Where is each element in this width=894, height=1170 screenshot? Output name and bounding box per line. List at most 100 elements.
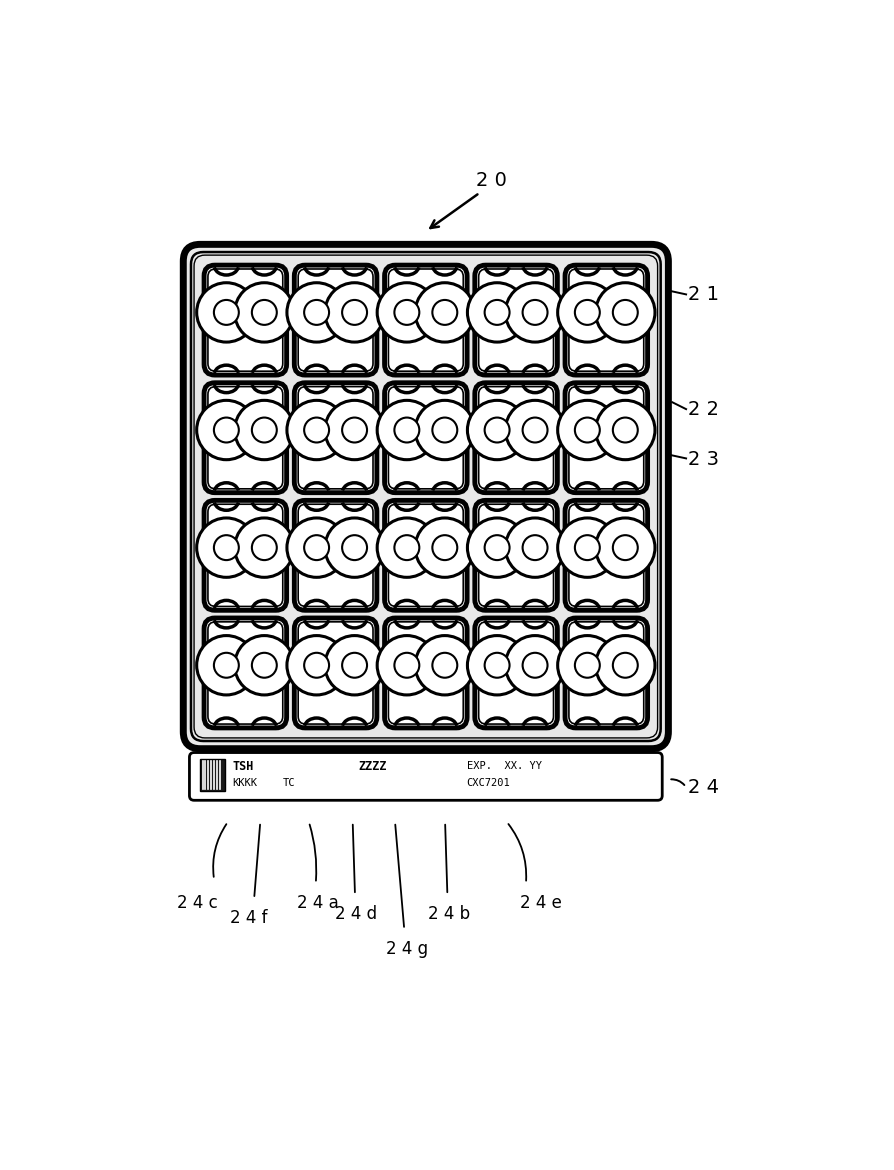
Circle shape (575, 535, 600, 560)
Circle shape (377, 635, 436, 695)
Circle shape (377, 400, 436, 460)
Circle shape (394, 535, 419, 560)
Text: 2 3: 2 3 (687, 450, 719, 469)
FancyBboxPatch shape (565, 383, 647, 493)
Circle shape (558, 518, 617, 577)
FancyBboxPatch shape (384, 266, 467, 376)
Text: 2 4 c: 2 4 c (177, 894, 217, 911)
Circle shape (523, 653, 547, 677)
Text: 2 4 d: 2 4 d (335, 906, 377, 923)
Text: 2 0: 2 0 (476, 171, 507, 190)
Circle shape (485, 418, 510, 442)
Circle shape (523, 535, 547, 560)
Circle shape (558, 400, 617, 460)
Circle shape (433, 418, 458, 442)
Circle shape (325, 518, 384, 577)
Circle shape (325, 283, 384, 342)
Circle shape (252, 535, 277, 560)
Circle shape (197, 518, 256, 577)
Circle shape (613, 300, 637, 325)
Circle shape (558, 635, 617, 695)
Circle shape (304, 653, 329, 677)
Circle shape (252, 418, 277, 442)
FancyBboxPatch shape (565, 618, 647, 728)
FancyBboxPatch shape (475, 618, 557, 728)
FancyBboxPatch shape (204, 383, 287, 493)
Circle shape (433, 653, 458, 677)
Circle shape (234, 283, 294, 342)
Circle shape (575, 653, 600, 677)
Circle shape (252, 300, 277, 325)
FancyBboxPatch shape (294, 266, 377, 376)
Circle shape (415, 283, 475, 342)
Circle shape (505, 635, 565, 695)
Text: EXP.  XX. YY: EXP. XX. YY (467, 762, 542, 771)
Circle shape (558, 283, 617, 342)
Circle shape (505, 518, 565, 577)
FancyBboxPatch shape (565, 266, 647, 376)
Circle shape (287, 283, 346, 342)
Circle shape (595, 518, 655, 577)
FancyBboxPatch shape (475, 266, 557, 376)
Text: 2 4 f: 2 4 f (230, 909, 267, 927)
Circle shape (252, 653, 277, 677)
Circle shape (415, 518, 475, 577)
Text: ZZZZ: ZZZZ (358, 759, 387, 773)
Circle shape (575, 418, 600, 442)
Circle shape (394, 300, 419, 325)
FancyBboxPatch shape (183, 245, 669, 749)
Circle shape (415, 400, 475, 460)
FancyBboxPatch shape (475, 501, 557, 611)
Circle shape (613, 535, 637, 560)
Circle shape (325, 635, 384, 695)
Circle shape (304, 418, 329, 442)
Circle shape (342, 418, 367, 442)
FancyBboxPatch shape (475, 383, 557, 493)
Circle shape (304, 300, 329, 325)
Text: 2 4 e: 2 4 e (520, 894, 562, 911)
Circle shape (214, 653, 239, 677)
Text: 2 4 g: 2 4 g (385, 940, 427, 958)
Circle shape (523, 418, 547, 442)
Circle shape (595, 283, 655, 342)
FancyBboxPatch shape (204, 618, 287, 728)
Circle shape (433, 535, 458, 560)
FancyBboxPatch shape (384, 618, 467, 728)
Text: 2 2: 2 2 (687, 400, 719, 419)
Circle shape (197, 283, 256, 342)
Circle shape (304, 535, 329, 560)
Circle shape (342, 535, 367, 560)
Circle shape (575, 300, 600, 325)
Circle shape (468, 518, 527, 577)
Circle shape (505, 400, 565, 460)
Text: 2 4: 2 4 (687, 778, 719, 797)
Text: 2 1: 2 1 (687, 285, 719, 304)
Circle shape (214, 300, 239, 325)
Circle shape (197, 400, 256, 460)
Circle shape (485, 653, 510, 677)
Circle shape (505, 283, 565, 342)
Circle shape (287, 518, 346, 577)
Circle shape (234, 400, 294, 460)
FancyBboxPatch shape (204, 501, 287, 611)
FancyBboxPatch shape (294, 383, 377, 493)
Circle shape (433, 300, 458, 325)
Circle shape (342, 300, 367, 325)
Circle shape (415, 635, 475, 695)
Circle shape (394, 418, 419, 442)
Circle shape (468, 635, 527, 695)
Bar (200, 758, 225, 791)
Circle shape (325, 400, 384, 460)
Circle shape (234, 518, 294, 577)
Text: KKKK: KKKK (232, 778, 257, 789)
FancyBboxPatch shape (565, 501, 647, 611)
Circle shape (394, 653, 419, 677)
Text: CXC7201: CXC7201 (467, 778, 510, 789)
FancyBboxPatch shape (204, 266, 287, 376)
Circle shape (342, 653, 367, 677)
Circle shape (595, 635, 655, 695)
Text: TC: TC (283, 778, 295, 789)
Circle shape (377, 518, 436, 577)
Circle shape (468, 400, 527, 460)
FancyBboxPatch shape (190, 752, 662, 800)
